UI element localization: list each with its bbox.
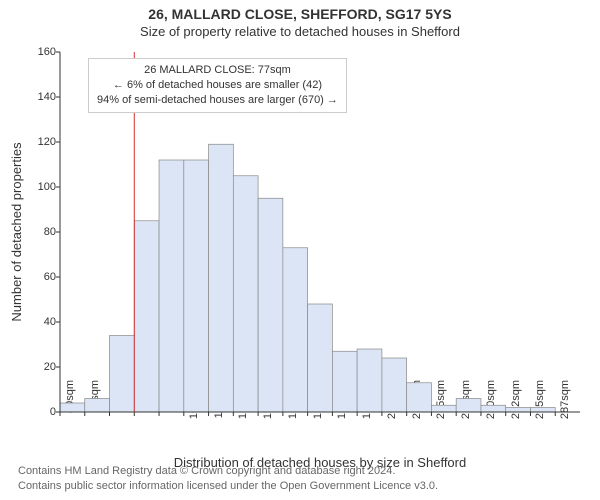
histogram-bar	[506, 408, 531, 413]
histogram-bar	[85, 399, 110, 413]
y-tick-label: 80	[26, 226, 56, 238]
histogram-bar	[209, 144, 234, 412]
y-tick-label: 100	[26, 181, 56, 193]
y-tick-label: 60	[26, 271, 56, 283]
histogram-chart: Number of detached properties 0204060801…	[60, 52, 580, 412]
histogram-bar	[134, 221, 159, 412]
histogram-bar	[233, 176, 258, 412]
page-title: 26, MALLARD CLOSE, SHEFFORD, SG17 5YS	[0, 0, 600, 22]
footnote-line-2: Contains public sector information licen…	[18, 479, 438, 494]
histogram-bar	[110, 336, 135, 413]
annotation-line-2: ← 6% of detached houses are smaller (42)	[97, 78, 338, 93]
histogram-bar	[283, 248, 308, 412]
histogram-bar	[407, 383, 432, 412]
annotation-box: 26 MALLARD CLOSE: 77sqm ← 6% of detached…	[88, 58, 347, 113]
histogram-bar	[456, 399, 481, 413]
histogram-bar	[332, 351, 357, 412]
y-axis-title: Number of detached properties	[14, 0, 30, 52]
y-tick-label: 40	[26, 316, 56, 328]
histogram-bar	[60, 403, 85, 412]
annotation-line-3: 94% of semi-detached houses are larger (…	[97, 93, 338, 108]
page-subtitle: Size of property relative to detached ho…	[0, 22, 600, 39]
histogram-bar	[431, 405, 456, 412]
histogram-bar	[308, 304, 333, 412]
y-tick-label: 0	[26, 406, 56, 418]
histogram-bar	[481, 405, 506, 412]
histogram-bar	[357, 349, 382, 412]
histogram-bar	[382, 358, 407, 412]
histogram-bar	[184, 160, 209, 412]
y-tick-label: 140	[26, 91, 56, 103]
histogram-bar	[258, 198, 283, 412]
footnote-line-1: Contains HM Land Registry data © Crown c…	[18, 464, 438, 479]
y-tick-label: 160	[26, 46, 56, 58]
footnote: Contains HM Land Registry data © Crown c…	[18, 464, 438, 494]
histogram-bar	[530, 408, 555, 413]
histogram-bar	[159, 160, 184, 412]
chart-frame: 26, MALLARD CLOSE, SHEFFORD, SG17 5YS Si…	[0, 0, 600, 500]
y-tick-label: 20	[26, 361, 56, 373]
y-tick-label: 120	[26, 136, 56, 148]
annotation-line-1: 26 MALLARD CLOSE: 77sqm	[97, 63, 338, 78]
